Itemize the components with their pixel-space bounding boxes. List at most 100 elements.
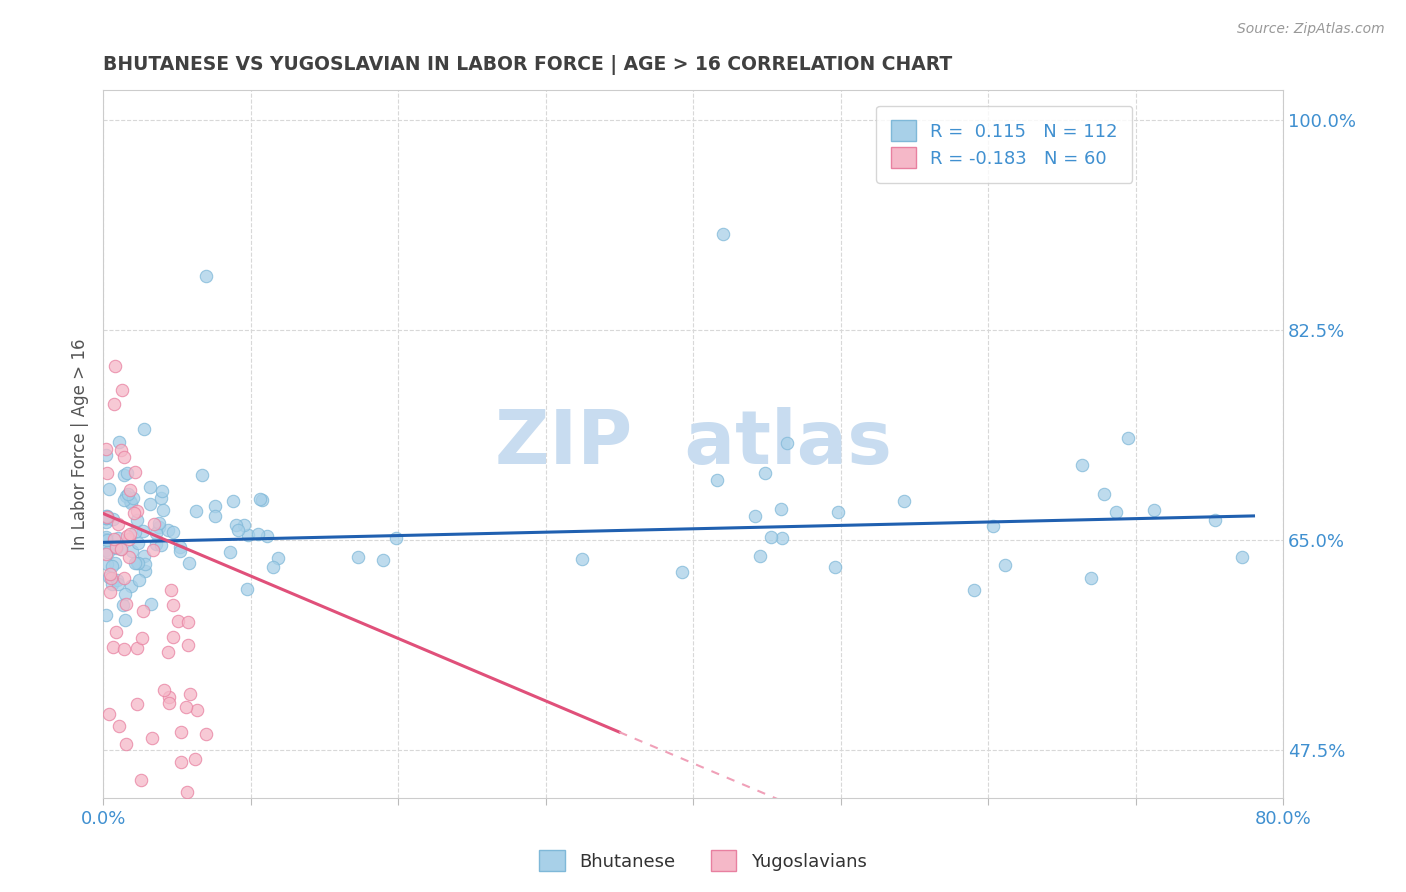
Point (104, 557, 127, 571)
Point (262, 560, 284, 574)
Point (118, 532, 141, 546)
Point (177, 638, 200, 652)
Point (373, 553, 395, 567)
Point (177, 615, 200, 630)
Point (128, 573, 150, 587)
Point (96, 532, 118, 546)
Point (96, 509, 118, 524)
Point (225, 518, 247, 533)
Point (121, 579, 143, 593)
Point (153, 682, 176, 697)
Point (233, 517, 256, 532)
Point (170, 725, 193, 739)
Point (139, 480, 162, 494)
Point (749, 549, 772, 563)
Point (176, 785, 198, 799)
Point (160, 582, 183, 597)
Point (824, 559, 846, 574)
Point (162, 598, 184, 612)
Point (127, 640, 149, 655)
Point (100, 571, 122, 585)
Point (963, 582, 986, 597)
Point (124, 465, 146, 479)
Point (169, 543, 191, 558)
Point (142, 543, 165, 558)
Point (94, 509, 117, 524)
Point (195, 268, 218, 283)
Point (157, 645, 180, 659)
Point (1142, 502, 1164, 516)
Point (125, 556, 148, 570)
Point (195, 727, 218, 741)
Point (184, 504, 207, 518)
Point (121, 544, 143, 558)
Legend: R =  0.115   N = 112, R = -0.183   N = 60: R = 0.115 N = 112, R = -0.183 N = 60 (876, 105, 1132, 183)
Point (117, 487, 139, 501)
Point (131, 773, 153, 788)
Point (744, 508, 766, 523)
Point (127, 556, 149, 570)
Point (1070, 458, 1092, 472)
Point (104, 359, 127, 373)
Point (104, 540, 127, 554)
Point (893, 494, 915, 508)
Point (124, 525, 146, 540)
Point (218, 545, 240, 559)
Point (112, 468, 135, 483)
Point (170, 755, 193, 769)
Point (1092, 487, 1115, 501)
Point (101, 512, 124, 526)
Point (156, 523, 179, 537)
Point (94, 530, 117, 544)
Point (94, 442, 117, 457)
Point (122, 491, 145, 505)
Point (96, 466, 118, 480)
Point (1105, 504, 1128, 518)
Point (759, 530, 782, 544)
Point (108, 719, 131, 733)
Point (104, 624, 127, 639)
Point (145, 525, 167, 540)
Point (150, 538, 173, 552)
Point (117, 467, 139, 481)
Point (94, 510, 117, 524)
Point (118, 549, 141, 564)
Point (111, 383, 134, 397)
Point (112, 571, 135, 585)
Point (131, 631, 153, 645)
Point (238, 528, 260, 542)
Point (347, 550, 370, 565)
Point (101, 577, 124, 591)
Point (148, 520, 170, 534)
Point (143, 517, 166, 532)
Point (157, 696, 180, 710)
Point (994, 558, 1017, 573)
Point (134, 564, 156, 578)
Point (94, 608, 117, 623)
Point (127, 535, 149, 549)
Point (571, 551, 593, 566)
Point (1116, 431, 1139, 445)
Point (118, 526, 141, 541)
Point (139, 497, 162, 511)
Point (127, 504, 149, 518)
Point (157, 690, 180, 705)
Point (256, 529, 278, 543)
Point (96, 533, 118, 547)
Point (184, 752, 207, 766)
Point (115, 529, 138, 543)
Point (115, 809, 138, 823)
Point (162, 630, 184, 644)
Point (98, 585, 121, 599)
Point (148, 516, 170, 531)
Point (162, 525, 184, 540)
Point (94, 515, 117, 529)
Point (150, 491, 173, 505)
Point (1204, 513, 1226, 527)
Point (267, 550, 290, 565)
Point (120, 493, 142, 508)
Point (125, 513, 148, 527)
Point (103, 532, 125, 546)
Point (754, 466, 776, 480)
Point (124, 556, 146, 570)
